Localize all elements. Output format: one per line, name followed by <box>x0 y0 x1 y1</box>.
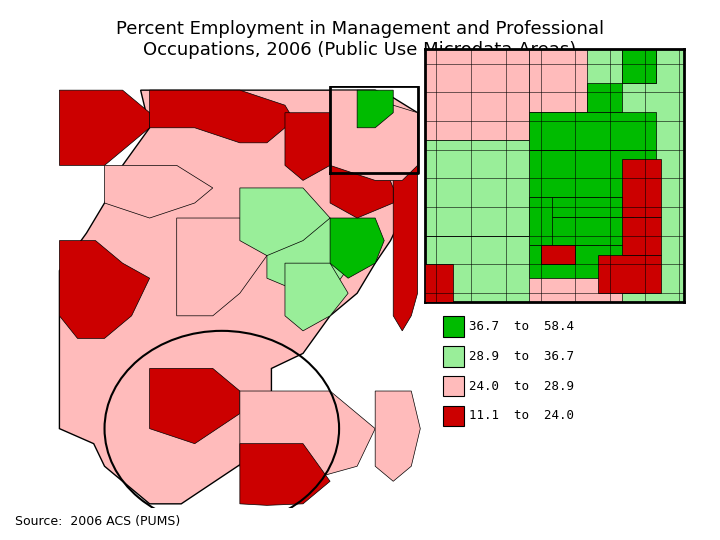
Polygon shape <box>425 49 529 140</box>
Polygon shape <box>104 165 213 218</box>
Polygon shape <box>393 165 418 331</box>
Polygon shape <box>529 150 656 198</box>
Polygon shape <box>267 218 357 293</box>
Polygon shape <box>552 217 633 245</box>
Polygon shape <box>587 83 621 112</box>
Polygon shape <box>425 264 453 302</box>
Polygon shape <box>529 49 587 112</box>
Polygon shape <box>285 263 348 331</box>
Polygon shape <box>621 49 656 83</box>
Polygon shape <box>330 218 384 278</box>
Polygon shape <box>60 90 150 165</box>
Polygon shape <box>621 217 661 255</box>
Polygon shape <box>621 49 656 83</box>
Text: 11.1  to  24.0: 11.1 to 24.0 <box>469 409 575 422</box>
Polygon shape <box>330 165 393 218</box>
Text: 28.9  to  36.7: 28.9 to 36.7 <box>469 350 575 363</box>
Polygon shape <box>240 391 375 481</box>
Polygon shape <box>150 368 240 444</box>
Polygon shape <box>541 245 575 264</box>
Polygon shape <box>529 112 656 150</box>
Polygon shape <box>425 140 529 235</box>
Polygon shape <box>60 241 150 339</box>
Polygon shape <box>176 218 267 316</box>
Polygon shape <box>552 198 621 217</box>
Polygon shape <box>150 90 294 143</box>
Polygon shape <box>598 255 661 293</box>
Polygon shape <box>285 113 357 180</box>
Text: Source:  2006 ACS (PUMS): Source: 2006 ACS (PUMS) <box>15 515 180 528</box>
Polygon shape <box>425 49 684 302</box>
Polygon shape <box>529 245 644 293</box>
Polygon shape <box>60 90 418 504</box>
Polygon shape <box>425 235 529 302</box>
Polygon shape <box>425 278 621 302</box>
Polygon shape <box>357 90 393 128</box>
Polygon shape <box>375 391 420 481</box>
Polygon shape <box>529 198 598 245</box>
Text: 24.0  to  28.9: 24.0 to 28.9 <box>469 380 575 393</box>
Text: Percent Employment in Management and Professional
Occupations, 2006 (Public Use : Percent Employment in Management and Pro… <box>116 20 604 59</box>
Polygon shape <box>240 444 330 505</box>
Polygon shape <box>330 90 418 180</box>
Polygon shape <box>240 188 330 255</box>
Text: 36.7  to  58.4: 36.7 to 58.4 <box>469 320 575 333</box>
Polygon shape <box>621 159 661 217</box>
